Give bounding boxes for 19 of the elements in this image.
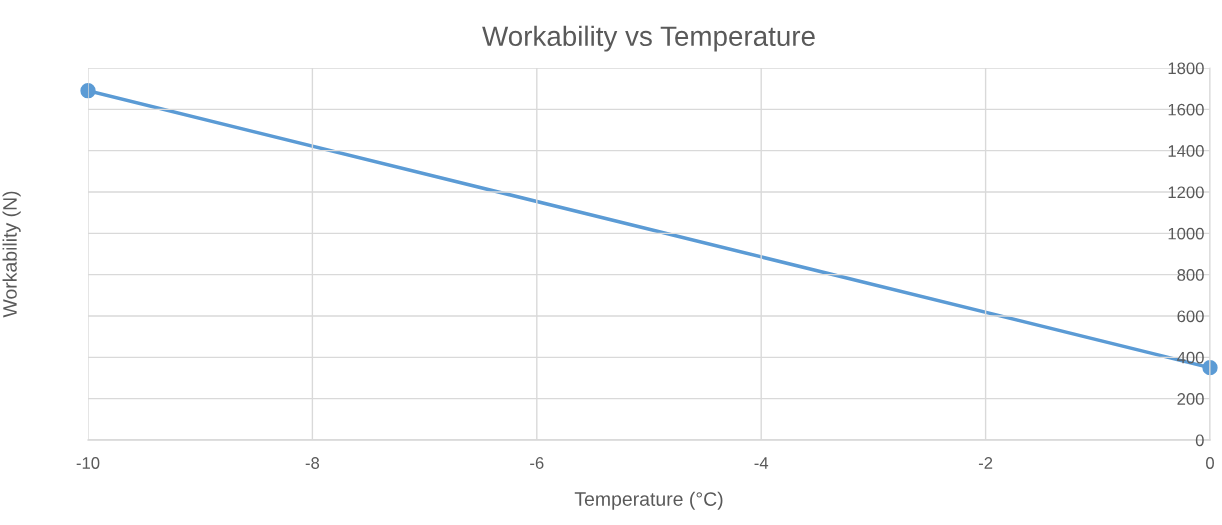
y-axis-title: Workability (N) — [2, 191, 21, 318]
y-tick-label: 1000 — [1168, 227, 1204, 240]
y-tick-label: 400 — [1177, 351, 1204, 364]
y-tick-label: 600 — [1177, 310, 1204, 323]
y-tick-label: 1400 — [1168, 145, 1204, 157]
y-tick-label: 1200 — [1168, 186, 1204, 199]
x-tick-label: -8 — [305, 457, 320, 469]
y-tick-label: 0 — [1195, 434, 1204, 447]
x-axis-title: Temperature (°C) — [574, 491, 723, 510]
y-tick-label: 1600 — [1168, 103, 1204, 116]
x-tick-label: -6 — [530, 457, 544, 469]
x-tick-label: -4 — [754, 457, 769, 469]
x-tick-label: 0 — [1206, 457, 1214, 469]
y-tick-label: 1800 — [1168, 62, 1204, 75]
x-tick-label: -2 — [978, 457, 993, 469]
chart-title: Workability vs Temperature — [482, 25, 815, 52]
y-tick-label: 200 — [1177, 393, 1204, 405]
y-tick-label: 800 — [1177, 269, 1204, 281]
x-tick-label: -10 — [76, 457, 100, 469]
